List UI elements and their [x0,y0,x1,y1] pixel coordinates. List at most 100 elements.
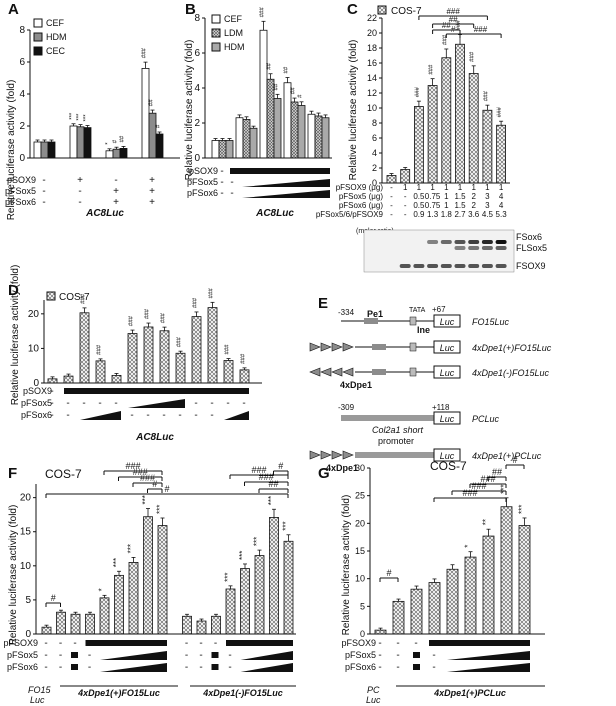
panel-d-condition-state: - [98,398,101,409]
panel-g-condition-block [413,652,420,658]
panel-e-coord-label: +67 [432,305,446,314]
panel-e-dpe1-arrow [342,450,354,460]
panel-d-condition-state: - [194,410,197,421]
panel-c-row-label: pFSox6 (μg) [339,201,384,210]
panel-c-row-cell: 1 [430,183,435,192]
panel-e-luc-box-label: Luc [440,414,455,424]
panel-c-blot-band-sox9 [440,264,452,268]
panel-letter-c: C [347,1,358,18]
panel-e-dpe1-arrow [342,342,354,352]
panel-f-bar-sig-label: *** [112,558,121,567]
panel-f-condition-state: - [185,650,188,661]
panel-g-group-label: Luc [366,695,381,705]
panel-f-sig-bracket-label: ## [268,479,278,489]
panel-c-blot-label: FLSox5 [516,243,547,253]
panel-c-bar-sig-label: ### [470,51,476,62]
panel-g-condition-state: - [378,662,381,673]
panel-b-legend-label: LDM [224,28,243,38]
panel-f-condition-block [211,664,219,670]
panel-g-condition-state: - [396,638,399,649]
panel-e-luc-box [433,340,461,354]
panel-b-legend-swatch [211,14,221,24]
panel-d-tick-label: 20 [28,309,40,320]
panel-a-bar [141,68,150,159]
panel-b-condition-ramp [242,190,330,198]
panel-f-bar [196,620,207,635]
panel-c-row-label: pFSox5 (μg) [339,192,384,201]
panel-f-bar [240,568,250,635]
panel-c-bar [386,175,397,184]
panel-f-bar-sig-label: *** [238,551,247,560]
panel-e-tata-box [409,316,417,326]
panel-a-condition-label: pFSox5 [5,186,36,196]
panel-d-bar [63,375,74,384]
panel-a-bar [33,141,42,159]
panel-c-row-cell: 1 [403,183,408,192]
panel-e-dpe1-arrow [320,450,332,460]
panel-g-condition-ramp [447,663,530,672]
panel-a-bar [148,112,157,159]
panel-a-legend-swatch [33,32,43,42]
panel-b-bar [321,117,330,159]
panel-f-sig-bracket-label: ### [125,461,140,471]
panel-letter-g: G [318,465,330,482]
panel-a-condition-state: + [149,175,155,186]
panel-f-bar [225,588,236,635]
panel-g-tick-label: 10 [355,574,365,584]
panel-d-bar [223,360,234,384]
panel-f-condition-state: - [199,650,202,661]
panel-d-bar [143,326,154,384]
panel-c-blot-band-sox5 [468,246,480,250]
panel-e-coord-label: -309 [338,403,355,412]
panel-c-blot-band-sox6 [427,240,439,244]
panel-c-tick-label: 22 [367,13,377,23]
panel-b-y-axis-label: Relative luciferase activity (fold) [184,40,195,181]
panel-b-bar [307,113,316,159]
panel-c-blot-band-sox6 [495,240,507,244]
panel-d-bar [127,333,138,384]
panel-f-condition-state: - [44,650,47,661]
panel-c-row-cell: - [390,183,393,192]
panel-g-group-label: PC [367,685,380,695]
panel-a-tick-label: 0 [19,153,25,164]
panel-f-sig-bracket-label: # [278,461,283,471]
panel-d-title: COS-7 [59,292,90,303]
panel-f-sig-bracket-label: # [164,484,169,494]
panel-c-row-cell: 0.9 [413,210,425,219]
panel-e-pe1-element [372,344,386,350]
panel-d-condition-ramp [224,411,249,420]
panel-d-tick-label: 10 [28,343,40,354]
panel-d-condition-state: - [178,410,181,421]
panel-d-condition-solid [64,388,249,394]
panel-c-blot-band-sox6 [468,240,480,244]
panel-f-condition-state: - [185,662,188,673]
panel-c-row-cell: 1.3 [427,210,439,219]
panel-a-condition-state: + [113,197,119,208]
panel-b-bar [235,117,244,159]
panel-a-bar [105,150,114,159]
panel-c-row-cell: 1.5 [454,201,466,210]
panel-g-condition-label: pFSox6 [345,662,376,672]
panel-c-row-label: pFSox5/6/pFSOX9 [316,210,384,219]
panel-f-bar-sig-label: *** [156,505,165,514]
panel-c-row-cell: 1 [499,183,504,192]
panel-e-tata-label: TATA [409,307,426,314]
panel-b-bar [225,140,234,159]
panel-b-condition-state: - [230,188,233,199]
panel-a-legend-label: CEC [46,46,66,56]
panel-a-condition-label: pSOX9 [7,175,36,185]
panel-c-tick-label: 6 [372,133,377,143]
panel-f-condition-state: - [185,638,188,649]
panel-e-dpe1-label: 4xDpe1 [326,463,358,473]
panel-f-tick-label: 10 [20,561,32,572]
panel-b-bar [297,105,306,159]
panel-e-dpe1-arrow [331,367,343,377]
panel-c-row-cell: 1 [485,183,490,192]
panel-d-bar-sig-label: ### [225,344,231,355]
panel-g-bar-sig-label: ** [482,519,491,525]
panel-c-tick-label: 0 [372,178,377,188]
panel-f-sig-bracket-label: # [152,479,157,489]
panel-f-condition-state: - [88,662,91,673]
panel-g-condition-state: - [432,662,435,673]
panel-c-blot-band-sox6 [440,240,452,244]
